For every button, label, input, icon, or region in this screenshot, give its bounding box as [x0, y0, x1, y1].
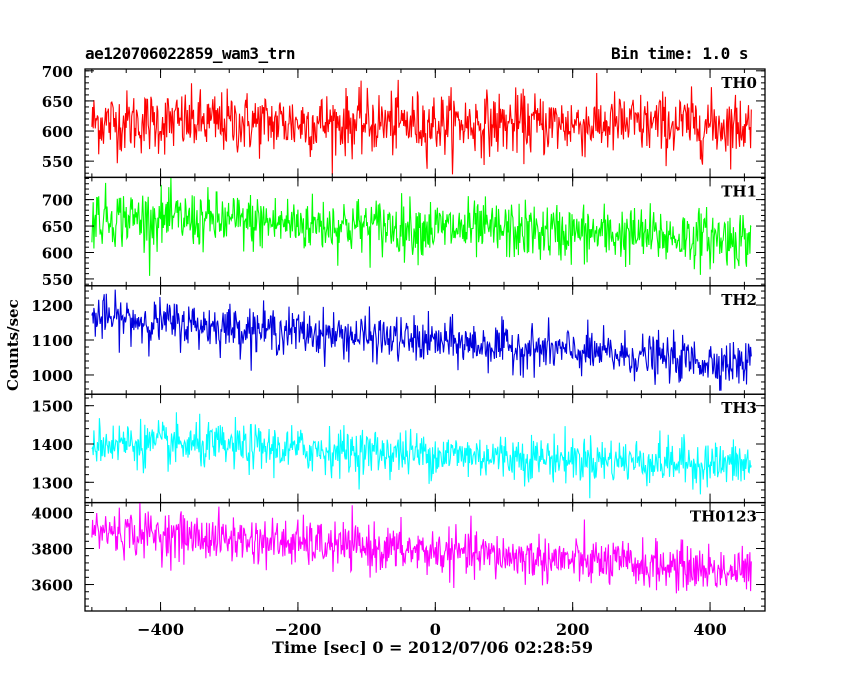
- panel-frame-th0123: [84, 501, 766, 612]
- x-tick-label: 200: [556, 620, 589, 639]
- y-tick-label: 650: [42, 93, 73, 111]
- series-th2: [91, 289, 752, 391]
- y-tick-label: 700: [42, 63, 73, 81]
- y-tick-label: 1500: [31, 398, 73, 416]
- chart-title: ae120706022859_wam3_trn: [85, 44, 296, 63]
- y-tick-label: 3800: [31, 541, 73, 559]
- panel-label-th0123: TH0123: [690, 508, 757, 526]
- y-tick-label: 3600: [31, 577, 73, 595]
- x-tick-label: −400: [137, 620, 184, 639]
- x-axis-label: Time [sec] 0 = 2012/07/06 02:28:59: [272, 638, 593, 657]
- y-tick-label: 600: [42, 123, 73, 141]
- y-tick-label: 1400: [31, 436, 73, 454]
- series-th1: [91, 177, 752, 276]
- y-tick-label: 4000: [31, 505, 73, 523]
- y-tick-label: 1000: [31, 367, 73, 385]
- y-tick-label: 1300: [31, 474, 73, 492]
- y-tick-label: 650: [42, 218, 73, 236]
- panel-label-th0: TH0: [721, 74, 757, 92]
- series-th0123: [91, 502, 752, 594]
- series-th3: [91, 412, 752, 499]
- y-tick-label: 550: [42, 271, 73, 289]
- x-tick-label: −200: [275, 620, 322, 639]
- y-tick-label: 700: [42, 192, 73, 210]
- panel-label-th3: TH3: [721, 399, 757, 417]
- panel-label-th1: TH1: [721, 182, 757, 200]
- bin-time-label: Bin time: 1.0 s: [611, 44, 749, 63]
- x-tick-label: 0: [430, 620, 441, 639]
- series-th0: [91, 72, 752, 175]
- y-axis-label: Counts/sec: [4, 299, 22, 391]
- x-tick-label: 400: [693, 620, 726, 639]
- y-tick-label: 550: [42, 153, 73, 171]
- panel-label-th2: TH2: [721, 291, 757, 309]
- y-tick-label: 1200: [31, 297, 73, 315]
- y-tick-label: 600: [42, 244, 73, 262]
- y-tick-label: 1100: [31, 332, 73, 350]
